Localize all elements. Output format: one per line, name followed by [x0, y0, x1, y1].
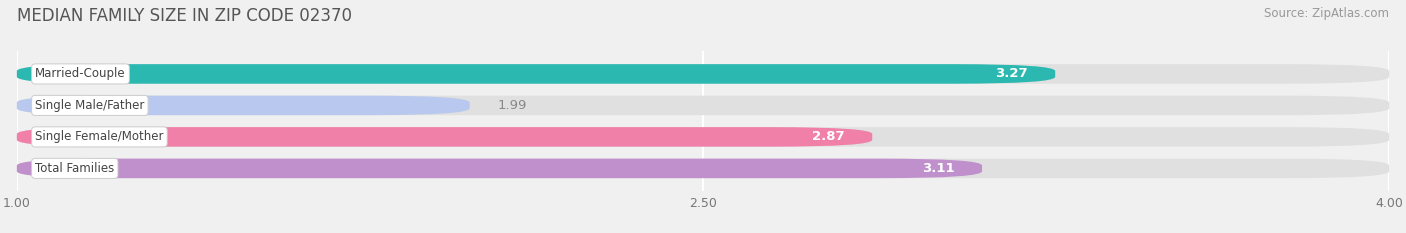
Text: Single Female/Mother: Single Female/Mother	[35, 130, 163, 143]
FancyBboxPatch shape	[17, 159, 1389, 178]
Text: Total Families: Total Families	[35, 162, 114, 175]
Text: Single Male/Father: Single Male/Father	[35, 99, 145, 112]
FancyBboxPatch shape	[17, 64, 1389, 84]
Text: Married-Couple: Married-Couple	[35, 67, 125, 80]
Text: Source: ZipAtlas.com: Source: ZipAtlas.com	[1264, 7, 1389, 20]
Text: 1.99: 1.99	[498, 99, 526, 112]
FancyBboxPatch shape	[17, 127, 872, 147]
Text: MEDIAN FAMILY SIZE IN ZIP CODE 02370: MEDIAN FAMILY SIZE IN ZIP CODE 02370	[17, 7, 352, 25]
FancyBboxPatch shape	[17, 127, 1389, 147]
Text: 3.27: 3.27	[995, 67, 1028, 80]
Text: 2.87: 2.87	[813, 130, 845, 143]
FancyBboxPatch shape	[17, 96, 1389, 115]
FancyBboxPatch shape	[17, 96, 470, 115]
FancyBboxPatch shape	[17, 64, 1056, 84]
Text: 3.11: 3.11	[922, 162, 955, 175]
FancyBboxPatch shape	[17, 159, 981, 178]
